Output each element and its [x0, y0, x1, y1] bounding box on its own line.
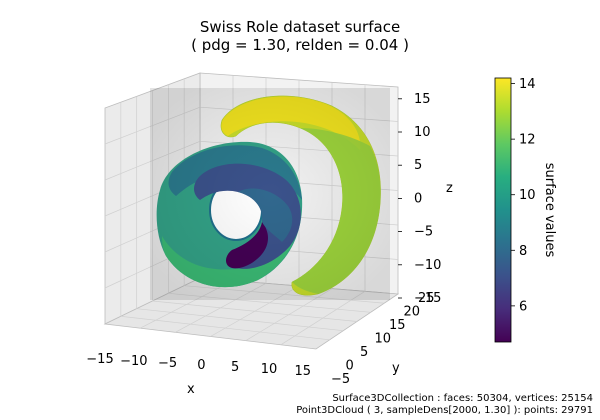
y-tick-label: 0	[346, 359, 354, 374]
y-tick-label: 25	[418, 291, 435, 306]
y-axis-label: y	[392, 361, 400, 376]
x-tick-label: −15	[86, 352, 113, 367]
z-tick-label: −10	[414, 258, 441, 273]
z-tick-label: −5	[414, 225, 433, 240]
chart-subtitle: ( pdg = 1.30, relden = 0.04 )	[191, 36, 409, 54]
y-tick-label: 10	[375, 332, 392, 347]
z-tick-label: 15	[414, 92, 431, 107]
chart-title: Swiss Role dataset surface	[199, 18, 401, 36]
surface	[150, 88, 390, 300]
colorbar	[494, 77, 512, 343]
z-tick-labels: −15 −10 −5 0 5 10 15	[398, 92, 441, 306]
footer-line-1: Surface3DCollection : faces: 50304, vert…	[332, 393, 593, 404]
z-axis-label: z	[446, 181, 453, 196]
x-tick-label: −10	[120, 354, 147, 369]
z-tick-label: 5	[414, 158, 422, 173]
colorbar-tick-label: 12	[519, 133, 536, 148]
x-tick-label: 10	[261, 362, 278, 377]
y-tick-label: 5	[360, 345, 368, 360]
z-tick-label: 10	[414, 125, 431, 140]
colorbar-tick-label: 10	[519, 188, 536, 203]
y-tick-label: −5	[331, 372, 350, 387]
x-tick-label: −5	[158, 356, 177, 371]
x-tick-labels: −15 −10 −5 0 5 10 15	[86, 352, 311, 379]
x-tick-label: 0	[197, 358, 205, 373]
footer-line-2: Point3DCloud ( 3, sampleDens[2000, 1.30]…	[296, 405, 593, 416]
colorbar-tick-label: 6	[519, 299, 527, 314]
colorbar-label: surface values	[542, 163, 557, 258]
colorbar-tick-label: 14	[519, 77, 536, 92]
z-tick-label: 0	[414, 191, 422, 206]
y-tick-label: 15	[389, 318, 406, 333]
colorbar-ticks: 6 8 10 12 14	[511, 77, 536, 314]
z-tick-label: −15	[414, 291, 441, 306]
x-tick-label: 15	[295, 364, 312, 379]
x-axis-label: x	[187, 382, 195, 397]
y-tick-label: 20	[404, 305, 421, 320]
colorbar-tick-label: 8	[519, 244, 527, 259]
x-tick-label: 5	[231, 360, 239, 375]
surface-shading	[150, 88, 390, 300]
